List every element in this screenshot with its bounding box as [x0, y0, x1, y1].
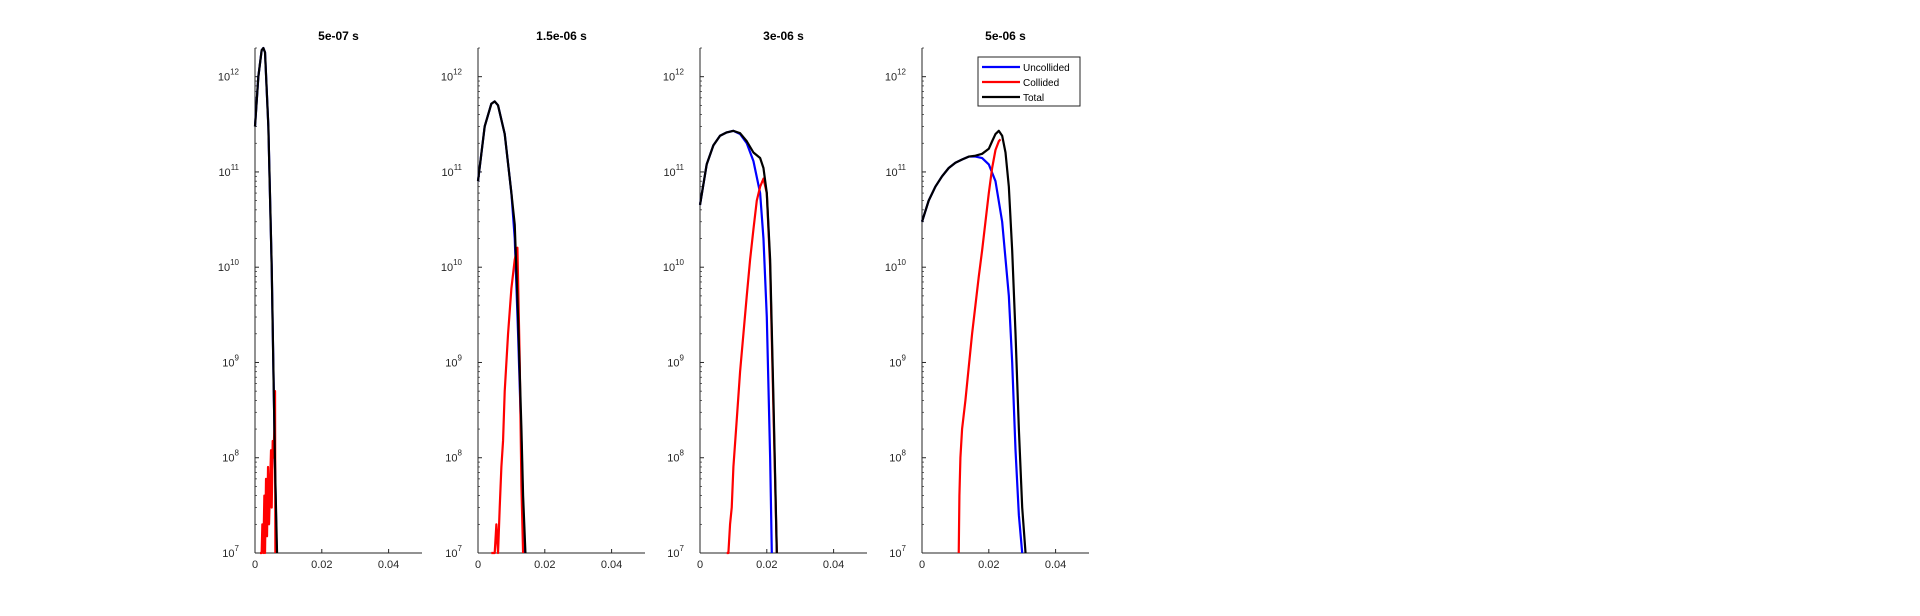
y-tick-label: 1010 — [218, 258, 240, 274]
y-tick-label: 108 — [445, 449, 462, 465]
y-tick-label: 108 — [889, 449, 906, 465]
y-tick-label: 107 — [889, 544, 906, 560]
chart-panel-1: 5e-07 s 0 0.02 0.04 107 108 109 1010 1011 1012 — [218, 29, 422, 571]
chart-title: 5e-06 s — [985, 29, 1026, 43]
x-tick-label: 0.02 — [311, 559, 332, 571]
y-tick-label: 1011 — [441, 163, 462, 179]
x-tick-label: 0.02 — [756, 559, 777, 571]
chart-title: 1.5e-06 s — [536, 29, 587, 43]
y-tick-label: 108 — [667, 449, 684, 465]
legend-label: Total — [1023, 93, 1044, 104]
x-tick-label: 0 — [919, 559, 925, 571]
y-tick-label: 1011 — [218, 163, 239, 179]
y-tick-label: 1010 — [663, 258, 685, 274]
x-tick-label: 0 — [475, 559, 481, 571]
series-line-collided — [260, 390, 277, 555]
x-tick-label: 0.04 — [378, 559, 399, 571]
legend-label: Uncollided — [1023, 63, 1070, 74]
y-tick-label: 1011 — [663, 163, 684, 179]
x-tick-label: 0.04 — [1045, 559, 1066, 571]
legend-label: Collided — [1023, 78, 1059, 89]
chart-title: 3e-06 s — [763, 29, 804, 43]
y-tick-label: 1010 — [885, 258, 907, 274]
y-tick-label: 1012 — [441, 68, 463, 84]
legend: Uncollided Collided Total — [977, 56, 1081, 107]
x-tick-label: 0.04 — [601, 559, 622, 571]
series-line-total — [253, 46, 279, 554]
y-tick-label: 1012 — [663, 68, 685, 84]
y-tick-label: 1011 — [885, 163, 906, 179]
y-tick-label: 1012 — [885, 68, 907, 84]
x-tick-label: 0.02 — [534, 559, 555, 571]
y-tick-label: 109 — [445, 353, 462, 369]
y-tick-label: 109 — [222, 353, 239, 369]
x-tick-label: 0 — [252, 559, 258, 571]
chart-panel-4: 5e-06 s 0 0.02 0.04 107 108 109 1010 1011 1012 Unc… — [885, 29, 1089, 571]
x-tick-label: 0 — [697, 559, 703, 571]
y-tick-label: 107 — [667, 544, 684, 560]
chart-panel-3: 3e-06 s 0 0.02 0.04 107 108 109 1010 1011 1012 — [663, 29, 867, 571]
y-tick-label: 107 — [445, 544, 462, 560]
chart-panel-2: 1.5e-06 s 0 0.02 0.04 107 108 109 1010 1011 1012 — [441, 29, 645, 571]
y-tick-label: 109 — [889, 353, 906, 369]
y-tick-label: 109 — [667, 353, 684, 369]
series-line-uncollided — [920, 155, 1024, 554]
y-tick-label: 108 — [222, 449, 239, 465]
chart-title: 5e-07 s — [318, 29, 359, 43]
x-tick-label: 0.04 — [823, 559, 844, 571]
series-line-total — [476, 100, 527, 554]
series-line-uncollided — [698, 129, 773, 554]
series-line-total — [920, 129, 1027, 554]
y-tick-label: 1010 — [441, 258, 463, 274]
x-tick-label: 0.02 — [978, 559, 999, 571]
y-tick-label: 107 — [222, 544, 239, 560]
series-line-uncollided — [253, 46, 278, 554]
series-line-collided — [957, 138, 1002, 554]
y-tick-label: 1012 — [218, 68, 240, 84]
series-line-total — [698, 129, 778, 554]
